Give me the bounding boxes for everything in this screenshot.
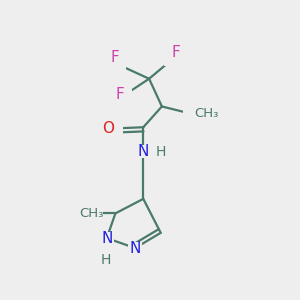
Bar: [183, 107, 206, 120]
Text: F: F: [171, 45, 180, 60]
Text: O: O: [102, 121, 114, 136]
Bar: [100, 232, 114, 244]
Text: CH₃: CH₃: [194, 107, 219, 120]
Text: N: N: [130, 241, 141, 256]
Bar: [128, 242, 142, 254]
Text: CH₃: CH₃: [79, 207, 103, 220]
Bar: [79, 207, 103, 220]
Bar: [136, 145, 150, 158]
Text: F: F: [110, 50, 119, 65]
Bar: [112, 59, 126, 70]
Bar: [118, 89, 132, 101]
Text: F: F: [116, 87, 125, 102]
Bar: [108, 122, 123, 135]
Text: N: N: [101, 231, 112, 246]
Text: H: H: [155, 145, 166, 158]
Text: H: H: [100, 253, 111, 267]
Text: N: N: [138, 144, 149, 159]
Bar: [164, 55, 178, 66]
